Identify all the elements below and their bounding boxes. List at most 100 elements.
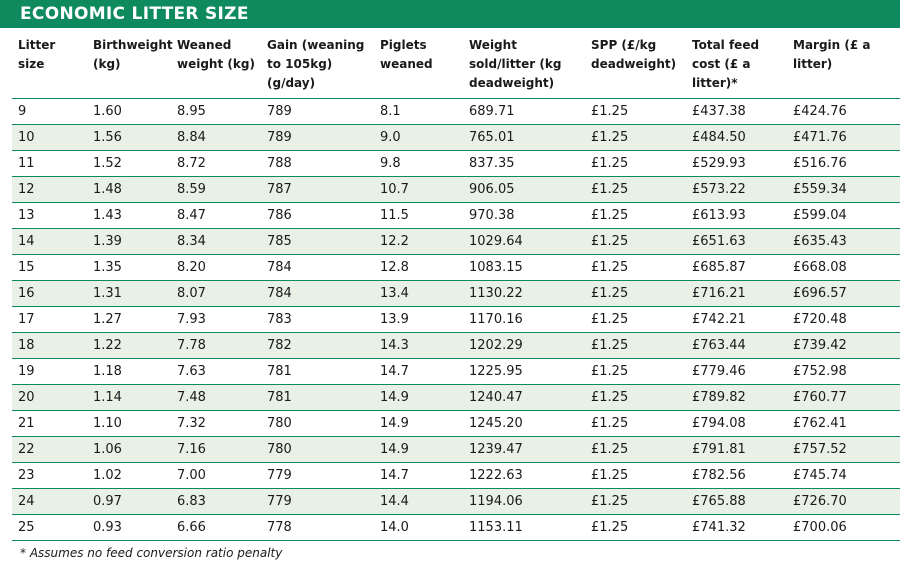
- cell-gain: 786: [261, 202, 374, 229]
- cell-weaned-weight: 6.83: [171, 488, 261, 515]
- cell-margin: £720.48: [787, 306, 900, 333]
- cell-litter-size: 17: [12, 306, 87, 333]
- cell-gain: 787: [261, 176, 374, 203]
- header-row: Litter size Birthweight (kg) Weaned weig…: [12, 28, 900, 99]
- cell-piglets-weaned: 10.7: [374, 176, 463, 203]
- cell-gain: 778: [261, 514, 374, 541]
- cell-spp: £1.25: [585, 202, 686, 229]
- cell-total-feed-cost: £741.32: [686, 514, 787, 541]
- cell-spp: £1.25: [585, 124, 686, 151]
- cell-total-feed-cost: £789.82: [686, 384, 787, 411]
- cell-weight-sold: 765.01: [463, 124, 585, 151]
- cell-weaned-weight: 8.47: [171, 202, 261, 229]
- cell-litter-size: 10: [12, 124, 87, 151]
- cell-piglets-weaned: 8.1: [374, 98, 463, 125]
- cell-weight-sold: 1245.20: [463, 410, 585, 437]
- cell-margin: £559.34: [787, 176, 900, 203]
- cell-piglets-weaned: 13.4: [374, 280, 463, 307]
- cell-litter-size: 20: [12, 384, 87, 411]
- cell-margin: £762.41: [787, 410, 900, 437]
- cell-gain: 788: [261, 150, 374, 177]
- cell-weight-sold: 1239.47: [463, 436, 585, 463]
- cell-weight-sold: 970.38: [463, 202, 585, 229]
- cell-spp: £1.25: [585, 436, 686, 463]
- cell-total-feed-cost: £765.88: [686, 488, 787, 515]
- cell-total-feed-cost: £437.38: [686, 98, 787, 125]
- cell-spp: £1.25: [585, 410, 686, 437]
- table-row: 21 1.10 7.32 780 14.9 1245.20 £1.25 £794.08 £762…: [12, 410, 900, 437]
- cell-piglets-weaned: 14.3: [374, 332, 463, 359]
- table-row: 11 1.52 8.72 788 9.8 837.35 £1.25 £529.93 £516.7…: [12, 150, 900, 177]
- cell-margin: £668.08: [787, 254, 900, 281]
- cell-margin: £471.76: [787, 124, 900, 151]
- cell-gain: 789: [261, 98, 374, 125]
- cell-margin: £700.06: [787, 514, 900, 541]
- cell-margin: £752.98: [787, 358, 900, 385]
- cell-weight-sold: 1083.15: [463, 254, 585, 281]
- cell-birthweight: 1.18: [87, 358, 171, 385]
- table-row: 18 1.22 7.78 782 14.3 1202.29 £1.25 £763.44 £739…: [12, 332, 900, 359]
- table-row: 24 0.97 6.83 779 14.4 1194.06 £1.25 £765.88 £726…: [12, 488, 900, 515]
- cell-gain: 782: [261, 332, 374, 359]
- table-row: 12 1.48 8.59 787 10.7 906.05 £1.25 £573.22 £559.…: [12, 176, 900, 203]
- col-header-litter-size: Litter size: [12, 28, 87, 99]
- cell-gain: 780: [261, 410, 374, 437]
- footnote: * Assumes no feed conversion ratio penal…: [20, 546, 283, 560]
- cell-birthweight: 1.31: [87, 280, 171, 307]
- cell-weight-sold: 1130.22: [463, 280, 585, 307]
- cell-total-feed-cost: £529.93: [686, 150, 787, 177]
- col-header-margin: Margin (£ a litter): [787, 28, 900, 99]
- cell-gain: 780: [261, 436, 374, 463]
- table-row: 20 1.14 7.48 781 14.9 1240.47 £1.25 £789.82 £760…: [12, 384, 900, 411]
- cell-total-feed-cost: £791.81: [686, 436, 787, 463]
- cell-total-feed-cost: £782.56: [686, 462, 787, 489]
- cell-weight-sold: 689.71: [463, 98, 585, 125]
- table-row: 17 1.27 7.93 783 13.9 1170.16 £1.25 £742.21 £720…: [12, 306, 900, 333]
- col-header-piglets-weaned: Piglets weaned: [374, 28, 463, 99]
- cell-birthweight: 1.56: [87, 124, 171, 151]
- cell-litter-size: 14: [12, 228, 87, 255]
- cell-margin: £599.04: [787, 202, 900, 229]
- cell-birthweight: 1.43: [87, 202, 171, 229]
- cell-weight-sold: 1225.95: [463, 358, 585, 385]
- cell-piglets-weaned: 11.5: [374, 202, 463, 229]
- cell-margin: £739.42: [787, 332, 900, 359]
- cell-piglets-weaned: 14.9: [374, 384, 463, 411]
- cell-gain: 783: [261, 306, 374, 333]
- cell-margin: £696.57: [787, 280, 900, 307]
- cell-total-feed-cost: £573.22: [686, 176, 787, 203]
- cell-piglets-weaned: 14.9: [374, 436, 463, 463]
- cell-gain: 784: [261, 280, 374, 307]
- cell-weaned-weight: 8.07: [171, 280, 261, 307]
- cell-weaned-weight: 7.48: [171, 384, 261, 411]
- table-row: 15 1.35 8.20 784 12.8 1083.15 £1.25 £685.87 £668…: [12, 254, 900, 281]
- cell-litter-size: 22: [12, 436, 87, 463]
- col-header-birthweight: Birthweight (kg): [87, 28, 173, 99]
- table-title: ECONOMIC LITTER SIZE: [20, 4, 249, 24]
- cell-spp: £1.25: [585, 98, 686, 125]
- cell-spp: £1.25: [585, 332, 686, 359]
- cell-weaned-weight: 6.66: [171, 514, 261, 541]
- cell-piglets-weaned: 14.9: [374, 410, 463, 437]
- cell-weaned-weight: 7.32: [171, 410, 261, 437]
- cell-weaned-weight: 8.20: [171, 254, 261, 281]
- cell-litter-size: 24: [12, 488, 87, 515]
- col-header-weaned-weight: Weaned weight (kg): [171, 28, 261, 99]
- cell-weight-sold: 1170.16: [463, 306, 585, 333]
- cell-margin: £635.43: [787, 228, 900, 255]
- cell-weaned-weight: 8.34: [171, 228, 261, 255]
- table-row: 10 1.56 8.84 789 9.0 765.01 £1.25 £484.50 £471.7…: [12, 124, 900, 151]
- col-header-gain: Gain (weaning to 105kg) (g/day): [261, 28, 374, 99]
- cell-margin: £757.52: [787, 436, 900, 463]
- table-row: 16 1.31 8.07 784 13.4 1130.22 £1.25 £716.21 £696…: [12, 280, 900, 307]
- cell-birthweight: 1.39: [87, 228, 171, 255]
- cell-total-feed-cost: £613.93: [686, 202, 787, 229]
- cell-margin: £424.76: [787, 98, 900, 125]
- cell-weaned-weight: 8.95: [171, 98, 261, 125]
- cell-spp: £1.25: [585, 358, 686, 385]
- cell-birthweight: 1.02: [87, 462, 171, 489]
- cell-piglets-weaned: 14.4: [374, 488, 463, 515]
- col-header-total-feed-cost: Total feed cost (£ a litter)*: [686, 28, 787, 99]
- cell-birthweight: 1.06: [87, 436, 171, 463]
